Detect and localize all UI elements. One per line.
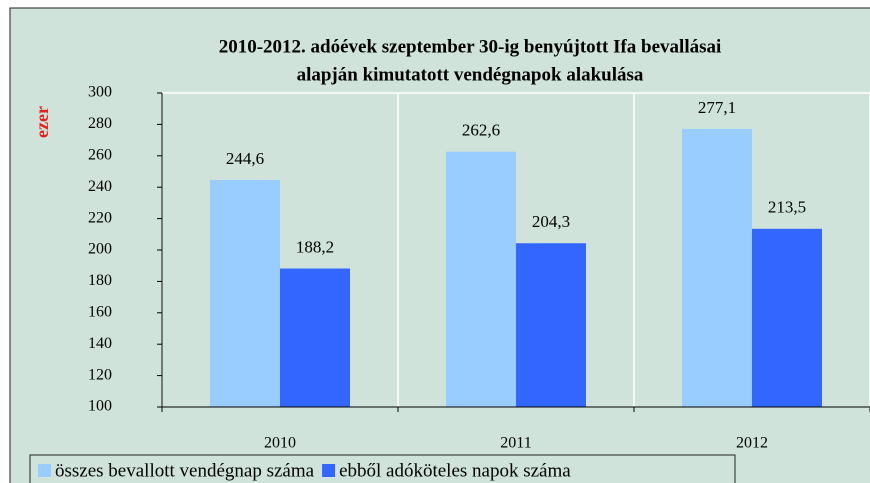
legend-swatch [322, 464, 336, 477]
y-tick-label: 160 [88, 303, 112, 320]
x-tick-label: 2012 [736, 435, 768, 452]
chart-subtitle: alapján kimutatott vendégnapok alakulása [297, 64, 644, 85]
legend-label: ebből adóköteles napok száma [339, 460, 571, 481]
value-label: 262,6 [462, 121, 500, 140]
bar [752, 228, 822, 407]
y-tick-label: 300 [88, 84, 112, 101]
value-label: 188,2 [296, 237, 334, 256]
legend-label: összes bevallott vendégnap száma [55, 460, 315, 481]
chart-title: 2010-2012. adóévek szeptember 30-ig beny… [219, 36, 722, 57]
y-axis-label: ezer [32, 106, 52, 138]
value-label: 277,1 [698, 98, 736, 117]
legend-swatch [38, 464, 51, 477]
y-tick-label: 100 [88, 398, 112, 415]
bar [446, 151, 516, 407]
y-tick-label: 180 [88, 272, 112, 289]
bar [682, 128, 752, 407]
y-tick-label: 280 [88, 115, 112, 132]
y-tick-label: 220 [88, 209, 112, 226]
y-tick-label: 260 [88, 146, 112, 163]
bar [280, 268, 350, 407]
value-label: 244,6 [226, 149, 264, 168]
y-tick-label: 140 [88, 335, 112, 352]
bar [210, 179, 280, 407]
bar [516, 243, 586, 407]
y-tick-label: 240 [88, 178, 112, 195]
value-label: 204,3 [532, 212, 570, 231]
y-tick-label: 200 [88, 241, 112, 258]
x-tick-label: 2010 [264, 435, 296, 452]
legend [29, 454, 736, 483]
value-label: 213,5 [768, 198, 806, 217]
y-tick-label: 120 [88, 366, 112, 383]
x-tick-label: 2011 [500, 435, 531, 452]
